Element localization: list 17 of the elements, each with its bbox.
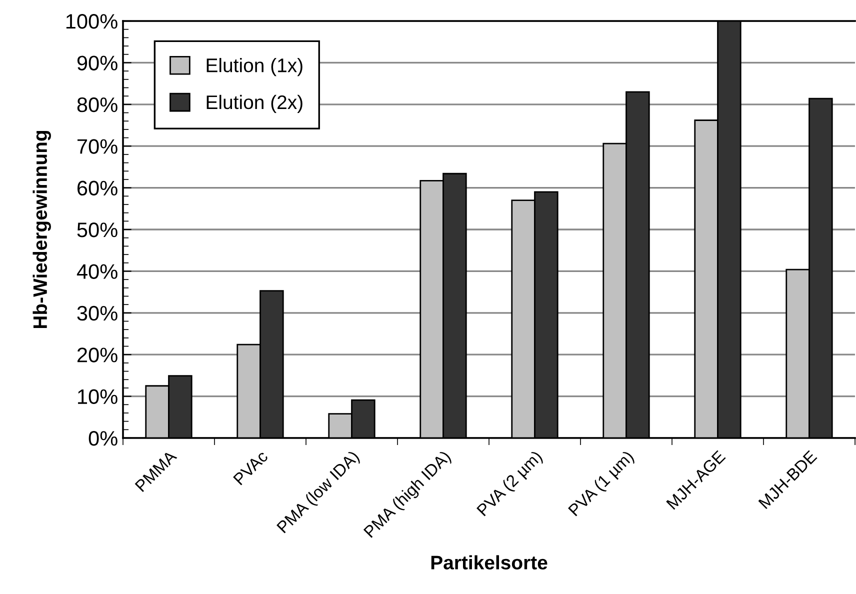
x-axis-title: Partikelsorte bbox=[431, 555, 548, 570]
y-axis-title: Hb-Wiedergewinnung bbox=[32, 130, 51, 328]
y-tick-label: 100% bbox=[66, 14, 118, 29]
y-tick-label: 80% bbox=[77, 97, 118, 112]
y-tick-label: 40% bbox=[76, 264, 118, 279]
legend-label: Elution (1x) bbox=[206, 58, 302, 76]
legend-label: Elution (2x) bbox=[206, 94, 302, 113]
y-tick-label: 0% bbox=[88, 431, 118, 446]
y-tick-label: 90% bbox=[77, 56, 118, 70]
y-tick-label: 60% bbox=[78, 180, 118, 196]
y-tick-label: 30% bbox=[77, 306, 118, 321]
y-tick-label: 10% bbox=[78, 389, 118, 404]
y-tick-label: 70% bbox=[78, 139, 118, 154]
y-tick-label: 20% bbox=[77, 348, 118, 362]
x-tick-label: PVA (2 µm) bbox=[476, 450, 546, 519]
y-tick-label: 50% bbox=[77, 222, 118, 238]
x-tick-label: PVA (1 µm) bbox=[568, 450, 637, 519]
